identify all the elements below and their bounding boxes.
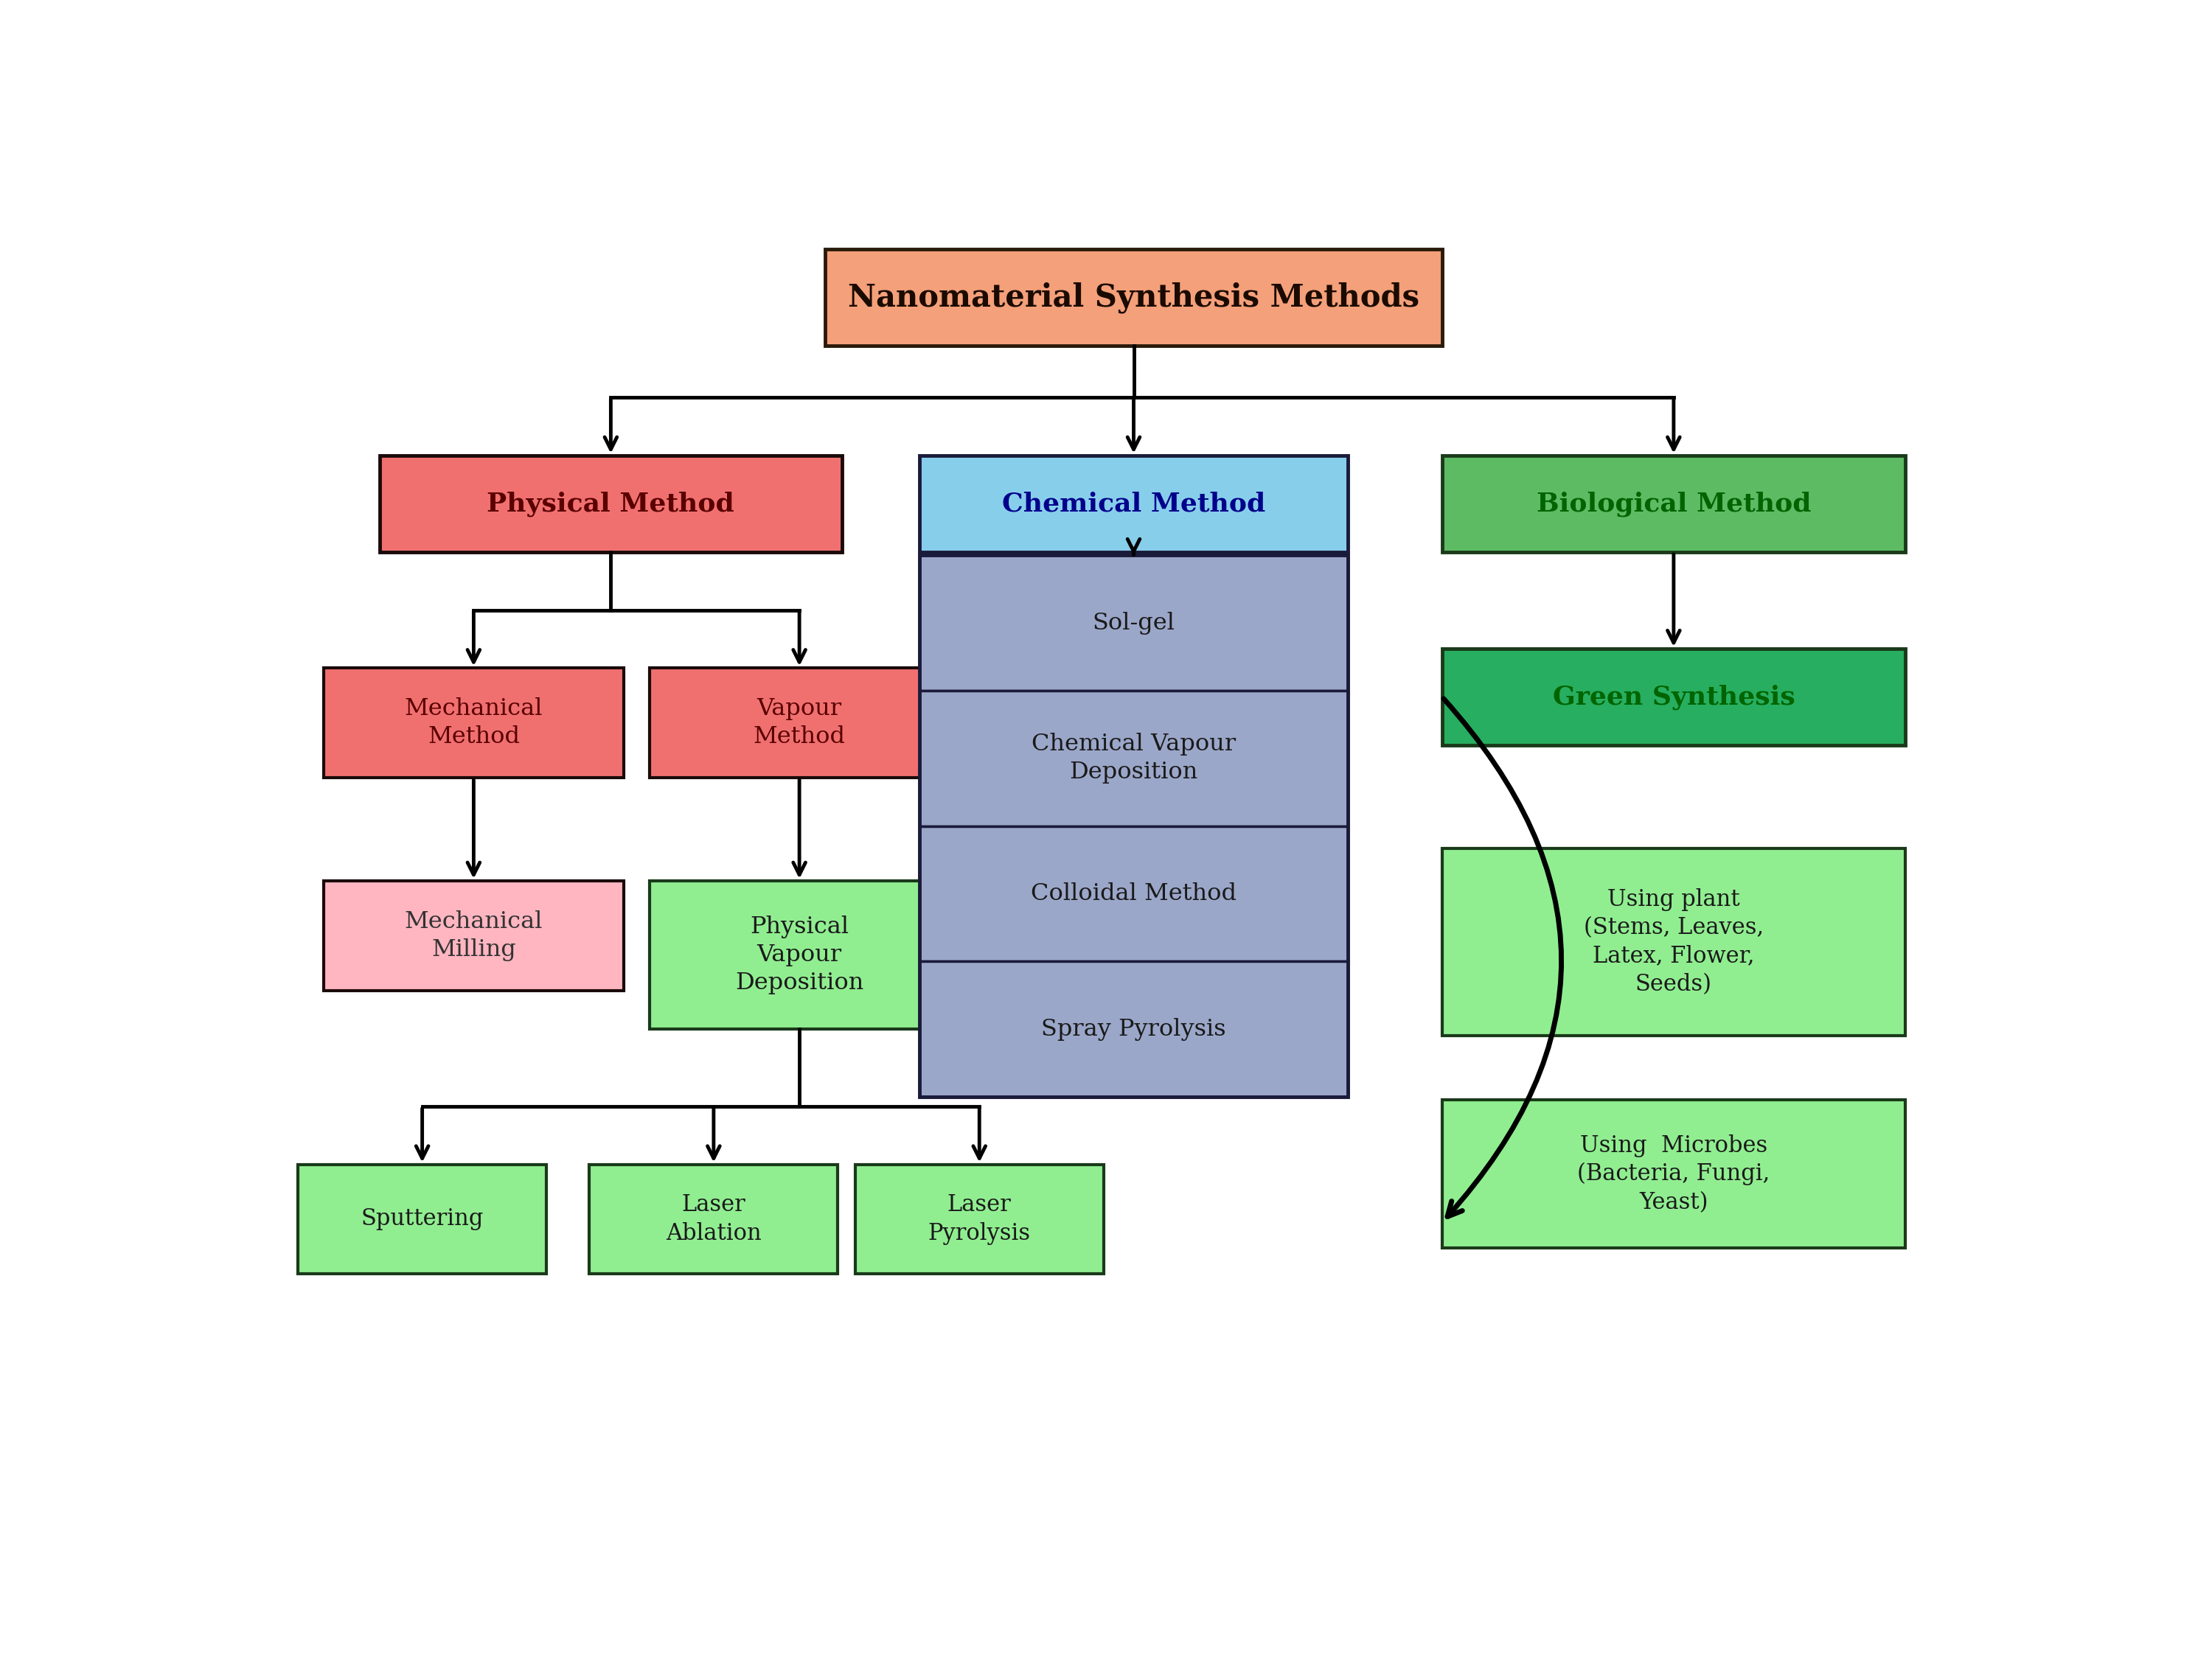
Text: Using plant
(Stems, Leaves,
Latex, Flower,
Seeds): Using plant (Stems, Leaves, Latex, Flowe… xyxy=(1584,889,1763,996)
Text: Vapour
Method: Vapour Method xyxy=(754,698,845,748)
FancyBboxPatch shape xyxy=(650,668,949,778)
Text: Sputtering: Sputtering xyxy=(361,1207,484,1230)
Text: Mechanical
Method: Mechanical Method xyxy=(405,698,542,748)
FancyBboxPatch shape xyxy=(299,1165,546,1274)
FancyBboxPatch shape xyxy=(323,881,624,991)
Text: Mechanical
Milling: Mechanical Milling xyxy=(405,911,542,961)
FancyBboxPatch shape xyxy=(1442,849,1905,1036)
FancyBboxPatch shape xyxy=(380,455,843,552)
Text: Biological Method: Biological Method xyxy=(1537,490,1812,517)
Text: Green Synthesis: Green Synthesis xyxy=(1553,685,1794,710)
Text: Physical Method: Physical Method xyxy=(487,490,734,517)
Text: Chemical Method: Chemical Method xyxy=(1002,490,1265,516)
Text: Nanomaterial Synthesis Methods: Nanomaterial Synthesis Methods xyxy=(847,281,1420,313)
FancyBboxPatch shape xyxy=(856,1165,1104,1274)
FancyBboxPatch shape xyxy=(825,249,1442,347)
Text: Laser
Ablation: Laser Ablation xyxy=(666,1194,761,1245)
Text: Spray Pyrolysis: Spray Pyrolysis xyxy=(1042,1018,1225,1041)
Text: Chemical Vapour
Deposition: Chemical Vapour Deposition xyxy=(1031,733,1237,783)
Text: Laser
Pyrolysis: Laser Pyrolysis xyxy=(929,1194,1031,1245)
FancyBboxPatch shape xyxy=(920,825,1347,961)
FancyBboxPatch shape xyxy=(588,1165,838,1274)
FancyArrowPatch shape xyxy=(1444,698,1562,1217)
FancyBboxPatch shape xyxy=(920,556,1347,691)
FancyBboxPatch shape xyxy=(1442,455,1905,552)
Text: Sol-gel: Sol-gel xyxy=(1093,611,1175,634)
Text: Physical
Vapour
Deposition: Physical Vapour Deposition xyxy=(734,916,863,994)
FancyBboxPatch shape xyxy=(920,691,1347,825)
FancyBboxPatch shape xyxy=(1442,1100,1905,1249)
FancyBboxPatch shape xyxy=(323,668,624,778)
FancyBboxPatch shape xyxy=(920,455,1347,552)
FancyBboxPatch shape xyxy=(1442,650,1905,745)
FancyBboxPatch shape xyxy=(920,961,1347,1096)
Text: Using  Microbes
(Bacteria, Fungi,
Yeast): Using Microbes (Bacteria, Fungi, Yeast) xyxy=(1577,1135,1770,1214)
Text: Colloidal Method: Colloidal Method xyxy=(1031,882,1237,906)
FancyBboxPatch shape xyxy=(650,881,949,1030)
